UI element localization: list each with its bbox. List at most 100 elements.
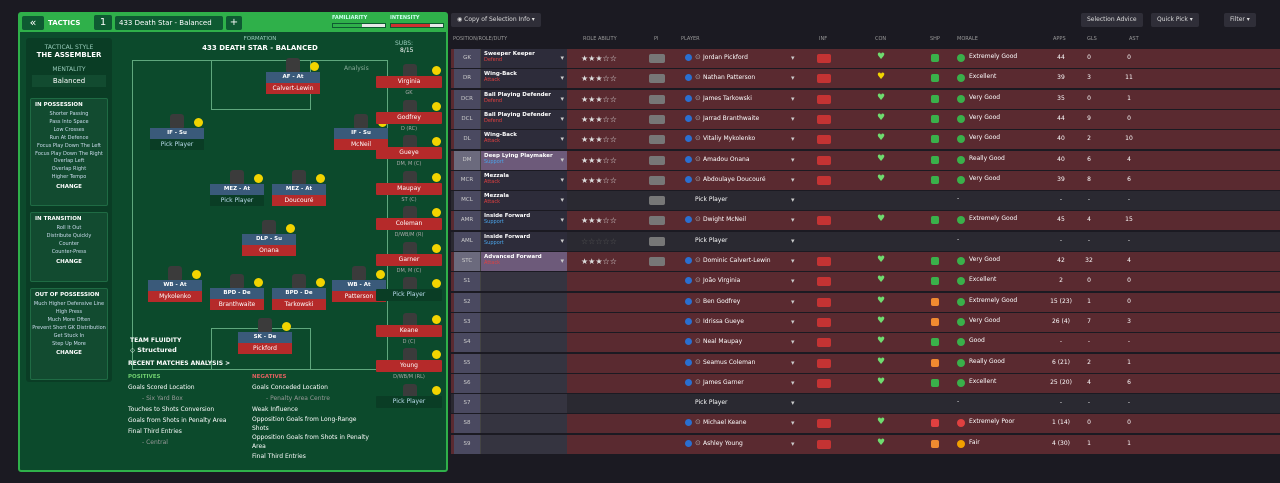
role-cell[interactable]: Ball Playing Defender Defend ▾ [480, 89, 567, 109]
player-dropdown-chevron-icon[interactable]: ▾ [791, 175, 795, 184]
role-cell[interactable]: Mezzala Attack ▾ [480, 191, 567, 211]
player-instructions-icon[interactable] [649, 216, 665, 226]
col-shp[interactable]: SHP [930, 36, 940, 42]
sub-player-name[interactable]: Pick Player [376, 395, 442, 408]
quick-pick-button[interactable]: Quick Pick ▾ [1151, 13, 1199, 27]
player-name[interactable]: Nathan Patterson [703, 74, 756, 82]
role-cell[interactable] [480, 373, 567, 393]
player-dropdown-chevron-icon[interactable]: ▾ [791, 338, 795, 347]
player-name[interactable]: Jordan Pickford [703, 54, 748, 61]
pitch-player-name[interactable]: Mykolenko [148, 291, 202, 302]
player-instructions-icon[interactable] [649, 257, 665, 266]
col-inf[interactable]: INF [819, 36, 828, 42]
col-con[interactable]: CON [875, 36, 887, 42]
sub-player-name[interactable]: Keane [376, 324, 442, 337]
recent-analysis-link[interactable]: RECENT MATCHES ANALYSIS > [128, 360, 231, 367]
selection-row[interactable]: S1 ⊙ João Virginia ▾ ♥ Excellent 2 0 0 [451, 272, 1280, 292]
pitch-player-name[interactable]: Pick Player [210, 195, 264, 206]
selection-row[interactable]: DR Wing-Back Attack ▾ ★★★☆☆ ⊙ Nathan Patterson… [451, 69, 1280, 89]
sub-player-name[interactable]: Virginia [376, 76, 442, 88]
player-name[interactable]: Seamus Coleman [703, 358, 756, 366]
pitch-player-name[interactable]: McNeil [334, 139, 388, 150]
mentality-selector[interactable]: Balanced [32, 75, 106, 87]
pitch-player-slot[interactable]: MEZ - At Pick Player [210, 184, 264, 210]
role-cell[interactable]: Inside Forward Support ▾ [480, 211, 567, 231]
selection-row[interactable]: S4 ⊙ Neal Maupay ▾ ♥ Good - - - [451, 333, 1280, 353]
selection-row[interactable]: S3 ⊙ Idrissa Gueye ▾ ♥ Very Good 26 (4) 7 3 [451, 312, 1280, 332]
role-cell[interactable] [480, 353, 567, 373]
selection-row[interactable]: DCR Ball Playing Defender Defend ▾ ★★★☆☆ ⊙ Jam… [451, 89, 1280, 109]
pitch-player-name[interactable]: Pick Player [150, 139, 204, 150]
sub-player-name[interactable]: Young [376, 360, 442, 372]
selection-advice-button[interactable]: Selection Advice [1081, 13, 1143, 27]
selection-row[interactable]: S8 ⊙ Michael Keane ▾ ♥ Extremely Poor 1 (14) 0 0 [451, 414, 1280, 434]
role-cell[interactable] [480, 394, 567, 414]
player-dropdown-chevron-icon[interactable]: ▾ [791, 358, 795, 367]
player-dropdown-chevron-icon[interactable]: ▾ [791, 378, 795, 387]
pitch-player-slot[interactable]: SK - De Pickford [238, 332, 292, 358]
add-tactic-button[interactable]: + [226, 16, 242, 30]
col-apps[interactable]: APPS [1053, 36, 1066, 42]
pitch-player-slot[interactable]: BPD - De Branthwaite [210, 288, 264, 314]
role-cell[interactable]: Advanced Forward Attack ▾ [480, 252, 567, 271]
role-cell[interactable] [480, 414, 567, 434]
pitch-player-slot[interactable]: WB - At Mykolenko [148, 280, 202, 306]
col-ast[interactable]: AST [1129, 36, 1139, 42]
tactic-slot[interactable]: 1 [94, 15, 112, 30]
player-dropdown-chevron-icon[interactable]: ▾ [791, 297, 795, 306]
player-name[interactable]: Jarrad Branthwaite [703, 114, 760, 122]
selection-row[interactable]: S5 ⊙ Seamus Coleman ▾ ♥ Really Good 6 (21) 2 1 [451, 353, 1280, 373]
sub-player-name[interactable]: Gueye [376, 147, 442, 159]
player-dropdown-chevron-icon[interactable]: ▾ [791, 74, 795, 83]
selection-row[interactable]: MCR Mezzala Attack ▾ ★★★☆☆ ⊙ Abdoulaye Doucour… [451, 170, 1280, 190]
familiarity-bar[interactable] [332, 23, 386, 28]
player-dropdown-chevron-icon[interactable]: ▾ [791, 196, 795, 205]
player-name[interactable]: Abdoulaye Doucouré [703, 175, 766, 183]
role-cell[interactable]: Wing-Back Attack ▾ [480, 69, 567, 89]
player-dropdown-chevron-icon[interactable]: ▾ [791, 277, 795, 286]
col-morale[interactable]: MORALE [957, 36, 978, 42]
player-name[interactable]: Dwight McNeil [703, 216, 747, 224]
pitch-player-slot[interactable]: IF - Su Pick Player [150, 128, 204, 154]
role-cell[interactable]: Mezzala Attack ▾ [480, 170, 567, 190]
selection-row[interactable]: DL Wing-Back Attack ▾ ★★★☆☆ ⊙ Vitaliy Mykolenk… [451, 130, 1280, 150]
player-name[interactable]: Amadou Onana [703, 155, 750, 163]
player-dropdown-chevron-icon[interactable]: ▾ [791, 94, 795, 103]
col-pi[interactable]: PI [654, 36, 659, 42]
pitch-player-slot[interactable]: MEZ - At Doucouré [272, 184, 326, 210]
selection-row[interactable]: S9 ⊙ Ashley Young ▾ ♥ Fair 4 (30) 1 1 [451, 434, 1280, 454]
role-cell[interactable]: Sweeper Keeper Defend ▾ [480, 49, 567, 68]
sub-player-name[interactable]: Garner [376, 253, 442, 266]
role-cell[interactable] [480, 434, 567, 454]
selection-row[interactable]: S2 ⊙ Ben Godfrey ▾ ♥ Extremely Good 15 (23) 1 0 [451, 292, 1280, 312]
sub-player-name[interactable]: Godfrey [376, 111, 442, 124]
pitch-player-slot[interactable]: IF - Su McNeil [334, 128, 388, 154]
pitch-player-name[interactable]: Patterson [332, 291, 386, 302]
player-instructions-icon[interactable] [649, 114, 665, 124]
player-name[interactable]: Pick Player [695, 399, 728, 407]
role-cell[interactable]: Wing-Back Attack ▾ [480, 130, 567, 150]
selection-row[interactable]: MCL Mezzala Attack ▾ Pick Player ▾ - - - - [451, 191, 1280, 211]
pitch-player-name[interactable]: Calvert-Lewin [266, 83, 320, 94]
col-position[interactable]: POSITION/ROLE/DUTY [453, 36, 508, 42]
out-of-possession-change-button[interactable]: CHANGE [56, 350, 82, 357]
pitch-player-name[interactable]: Tarkowski [272, 299, 326, 310]
player-name[interactable]: Ben Godfrey [703, 297, 741, 305]
tactic-selector[interactable]: 433 Death Star - Balanced [115, 16, 223, 30]
player-name[interactable]: Pick Player [695, 196, 728, 204]
col-role-ability[interactable]: ROLE ABILITY [583, 36, 617, 42]
selection-row[interactable]: S7 Pick Player ▾ - - - - [451, 394, 1280, 414]
back-button[interactable]: « [22, 16, 44, 30]
player-name[interactable]: Ashley Young [703, 439, 743, 447]
col-gls[interactable]: GLS [1087, 36, 1097, 42]
player-instructions-icon[interactable] [649, 236, 665, 246]
pitch-player-slot[interactable]: BPD - De Tarkowski [272, 288, 326, 314]
intensity-bar[interactable] [390, 23, 444, 28]
selection-row[interactable]: STC Advanced Forward Attack ▾ ★★★☆☆ ⊙ Dominic … [451, 252, 1280, 271]
formation-name[interactable]: 433 DEATH STAR - BALANCED [202, 44, 318, 52]
role-cell[interactable] [480, 272, 567, 292]
pitch-player-name[interactable]: Doucouré [272, 195, 326, 206]
pitch-player-slot[interactable]: AF - At Calvert-Lewin [266, 72, 320, 98]
player-dropdown-chevron-icon[interactable]: ▾ [791, 216, 795, 225]
player-dropdown-chevron-icon[interactable]: ▾ [791, 419, 795, 428]
